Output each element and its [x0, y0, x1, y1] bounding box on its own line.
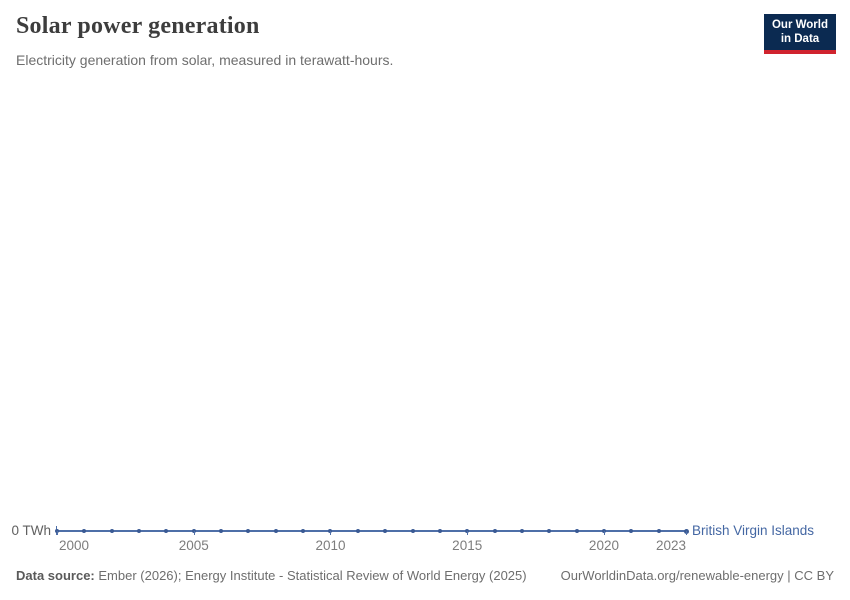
data-point[interactable] — [273, 529, 278, 533]
x-axis-tick-label: 2000 — [59, 538, 90, 553]
x-axis-tick — [330, 531, 332, 535]
data-point[interactable] — [437, 529, 442, 533]
data-source-text: Ember (2026); Energy Institute - Statist… — [98, 568, 527, 583]
chart-subtitle: Electricity generation from solar, measu… — [16, 52, 394, 68]
x-axis-tick-label: 2023 — [655, 538, 686, 553]
x-axis-tick — [193, 531, 195, 535]
x-axis-tick — [603, 531, 605, 535]
x-axis-tick-label: 2010 — [315, 538, 346, 553]
data-point[interactable] — [246, 529, 251, 533]
x-axis-tick — [57, 531, 58, 535]
chart-footer: Data source: Ember (2026); Energy Instit… — [16, 568, 834, 583]
data-point[interactable] — [519, 529, 524, 533]
data-point[interactable] — [574, 529, 579, 533]
x-axis-tick — [686, 531, 687, 535]
chart-title: Solar power generation — [16, 13, 260, 39]
data-point[interactable] — [629, 529, 634, 533]
data-point[interactable] — [82, 529, 87, 533]
data-point[interactable] — [547, 529, 552, 533]
footer-link[interactable]: OurWorldinData.org/renewable-energy | CC… — [560, 568, 834, 583]
data-point[interactable] — [492, 529, 497, 533]
data-source-note: Data source: Ember (2026); Energy Instit… — [16, 568, 527, 583]
logo-line2: in Data — [780, 32, 820, 45]
x-axis-tick-label: 2015 — [452, 538, 483, 553]
owid-logo: Our World in Data — [764, 14, 836, 54]
x-axis-tick-label: 2005 — [178, 538, 209, 553]
series-line[interactable] — [57, 530, 686, 532]
data-point[interactable] — [164, 529, 169, 533]
data-point[interactable] — [383, 529, 388, 533]
data-point[interactable] — [355, 529, 360, 533]
logo-line1: Our World — [771, 19, 828, 31]
data-point[interactable] — [137, 529, 142, 533]
series-label[interactable]: British Virgin Islands — [692, 523, 815, 538]
x-axis-tick-label: 2020 — [588, 538, 619, 553]
y-axis-label: 0 TWh — [11, 523, 51, 538]
data-point[interactable] — [219, 529, 224, 533]
x-axis-tick — [467, 531, 469, 535]
data-point[interactable] — [410, 529, 415, 533]
data-point[interactable] — [301, 529, 306, 533]
data-source-label: Data source: — [16, 568, 95, 583]
data-point[interactable] — [656, 529, 661, 533]
data-point[interactable] — [109, 529, 114, 533]
